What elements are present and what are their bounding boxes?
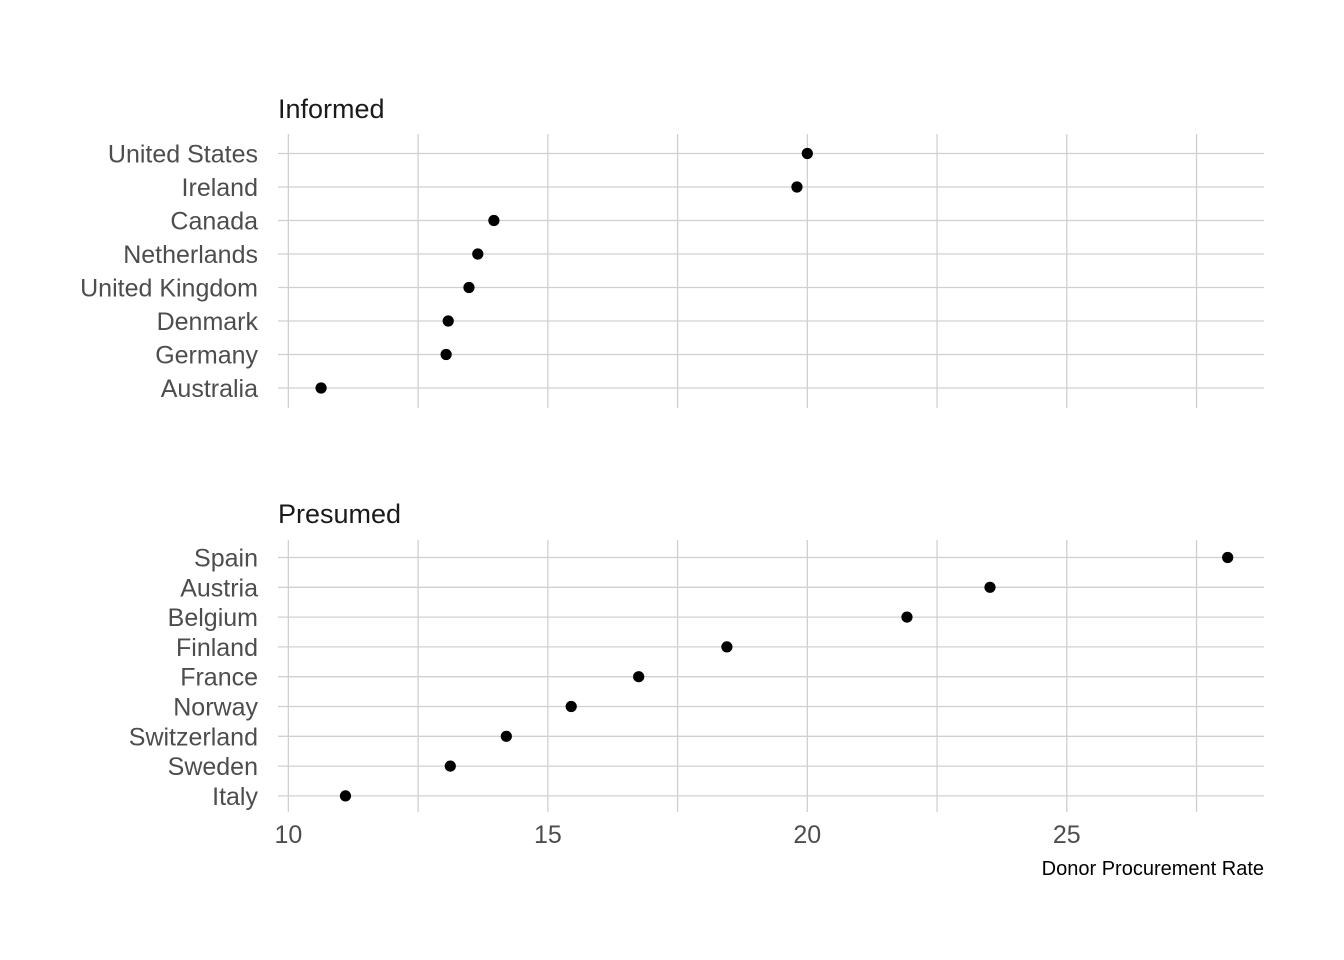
facet-title-presumed: Presumed bbox=[278, 499, 401, 529]
data-point-france bbox=[633, 671, 645, 683]
y-tick-label-united-states: United States bbox=[108, 141, 258, 169]
x-tick-label-15: 15 bbox=[534, 821, 562, 849]
data-point-canada bbox=[488, 214, 500, 227]
x-axis-label: Donor Procurement Rate bbox=[1042, 858, 1264, 880]
data-point-australia bbox=[315, 382, 327, 394]
y-tick-label-norway: Norway bbox=[173, 694, 258, 722]
grid-lines bbox=[278, 134, 1264, 408]
y-tick-label-finland: Finland bbox=[176, 634, 258, 662]
y-tick-label-sweden: Sweden bbox=[168, 753, 258, 781]
y-tick-label-austria: Austria bbox=[180, 574, 258, 602]
data-point-finland bbox=[721, 641, 733, 653]
data-point-austria bbox=[984, 581, 996, 593]
data-point-ireland bbox=[791, 181, 803, 193]
x-axis: 10 15 20 25 bbox=[274, 821, 1080, 849]
data-point-spain bbox=[1222, 551, 1234, 564]
y-tick-label-belgium: Belgium bbox=[168, 604, 258, 632]
x-tick-label-10: 10 bbox=[274, 821, 302, 849]
y-tick-label-germany: Germany bbox=[155, 342, 258, 370]
y-tick-label-ireland: Ireland bbox=[182, 174, 258, 202]
panel-presumed: Presumed SpainAustriaBelgiumFinlandFranc… bbox=[129, 499, 1264, 812]
y-tick-label-united-kingdom: United Kingdom bbox=[80, 275, 258, 303]
data-point-sweden bbox=[444, 760, 456, 772]
grid-lines bbox=[278, 540, 1264, 812]
y-tick-label-canada: Canada bbox=[170, 208, 258, 236]
y-tick-label-australia: Australia bbox=[161, 375, 258, 403]
data-point-norway bbox=[565, 700, 577, 713]
y-tick-label-netherlands: Netherlands bbox=[123, 241, 258, 269]
panel-informed: Informed United States Ireland Canada Nethe… bbox=[80, 94, 1264, 408]
y-tick-label-spain: Spain bbox=[194, 545, 258, 573]
data-point-italy bbox=[339, 790, 352, 802]
facet-title-informed: Informed bbox=[278, 94, 385, 124]
data-point-netherlands bbox=[472, 248, 484, 260]
data-point-belgium bbox=[901, 611, 913, 623]
data-point-united-states bbox=[801, 147, 813, 160]
data-point-germany bbox=[440, 348, 452, 361]
data-point-denmark bbox=[442, 315, 454, 327]
x-tick-label-20: 20 bbox=[793, 821, 821, 849]
data-point-switzerland bbox=[500, 730, 512, 742]
y-tick-label-italy: Italy bbox=[212, 783, 258, 811]
x-tick-label-25: 25 bbox=[1053, 821, 1081, 849]
data-point-united-kingdom bbox=[463, 281, 475, 294]
y-tick-label-switzerland: Switzerland bbox=[129, 723, 258, 751]
y-tick-label-france: France bbox=[180, 664, 258, 692]
y-tick-label-denmark: Denmark bbox=[157, 308, 259, 336]
